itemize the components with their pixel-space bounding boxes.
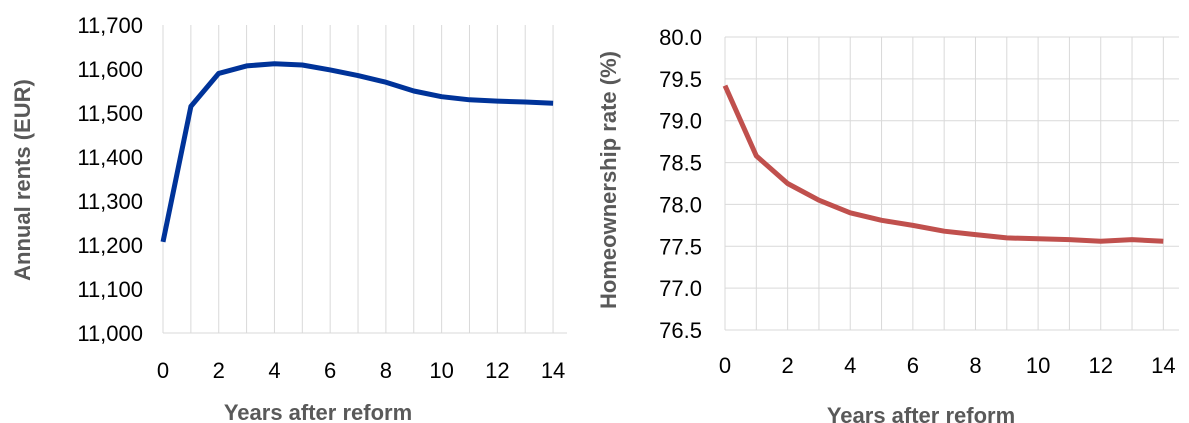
rents-y-tick-label: 11,000: [77, 321, 143, 346]
homeownership-x-tick-label: 6: [907, 353, 919, 378]
rents-chart: Annual rents (EUR) Years after reform 11…: [10, 13, 567, 423]
homeownership-x-tick-label: 4: [844, 353, 856, 378]
rents-y-tick-label: 11,600: [77, 57, 143, 82]
homeownership-x-tick-label: 14: [1151, 353, 1175, 378]
rents-x-tick-label: 10: [429, 358, 453, 383]
homeownership-x-tick-label: 2: [781, 353, 793, 378]
homeownership-y-tick-label: 77.5: [659, 234, 702, 259]
rents-y-tick-label: 11,700: [77, 13, 143, 38]
homeownership-y-tick-label: 79.5: [659, 67, 702, 92]
homeownership-y-tick-label: 78.5: [659, 151, 702, 176]
rents-y-tick-label: 11,100: [77, 277, 143, 302]
rents-y-tick-label: 11,200: [77, 233, 143, 258]
rents-y-axis-title: Annual rents (EUR): [10, 79, 35, 281]
rents-x-tick-label: 6: [324, 358, 336, 383]
homeownership-chart: Homeownership rate (%) Years after refor…: [596, 25, 1179, 423]
rents-series-line: [160, 61, 554, 243]
homeownership-gridlines: [725, 36, 1179, 330]
homeownership-x-tick-label: 0: [719, 353, 731, 378]
rents-y-tick-label: 11,300: [77, 189, 143, 214]
rents-x-tick-label: 2: [213, 358, 225, 383]
homeownership-x-axis-title: Years after reform: [827, 403, 1015, 423]
rents-x-tick-label: 8: [380, 358, 392, 383]
homeownership-y-tick-label: 76.5: [659, 318, 702, 343]
rents-x-tick-label: 12: [485, 358, 509, 383]
rents-gridlines: [190, 25, 554, 333]
rents-x-axis-title: Years after reform: [224, 400, 412, 423]
rents-y-tick-label: 11,500: [77, 101, 143, 126]
homeownership-y-axis-title: Homeownership rate (%): [596, 51, 621, 309]
homeownership-y-tick-label: 79.0: [659, 109, 702, 134]
homeownership-y-tick-label: 78.0: [659, 192, 702, 217]
homeownership-y-tick-label: 77.0: [659, 276, 702, 301]
rents-x-tick-label: 14: [541, 358, 565, 383]
rents-y-tick-label: 11,400: [77, 145, 143, 170]
homeownership-y-tick-label: 80.0: [659, 25, 702, 50]
homeownership-series-line: [722, 84, 1164, 244]
homeownership-x-tick-label: 10: [1026, 353, 1050, 378]
homeownership-x-tick-label: 12: [1088, 353, 1112, 378]
rents-x-tick-label: 4: [268, 358, 280, 383]
homeownership-x-tick-label: 8: [969, 353, 981, 378]
rents-x-tick-label: 0: [157, 358, 169, 383]
